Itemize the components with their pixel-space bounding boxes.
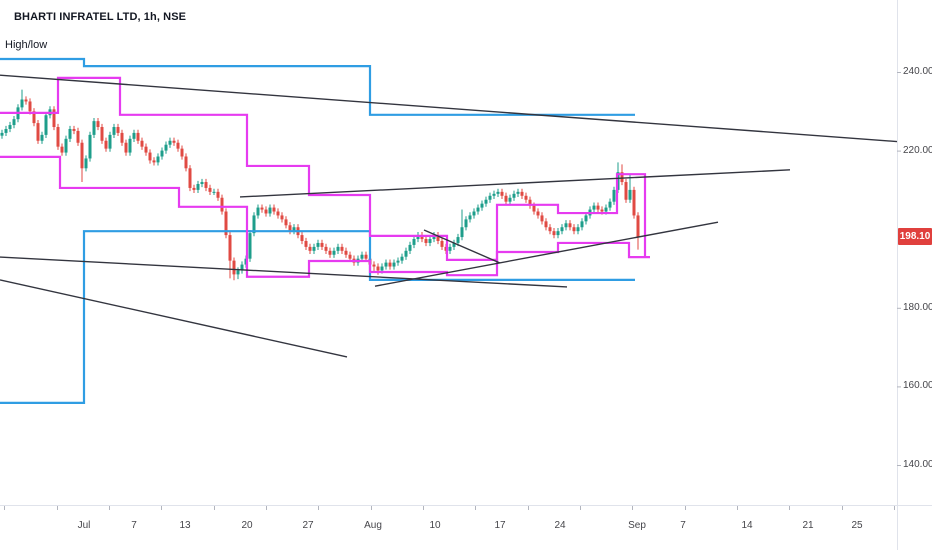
trendline-wedge-lower-ascending[interactable]: [374, 221, 719, 287]
price-tick-label: 240.00: [903, 66, 932, 77]
time-tick-label: 14: [741, 520, 753, 531]
time-tick-label: 20: [241, 520, 253, 531]
time-tick-label: 7: [131, 520, 137, 531]
last-price-badge: 198.10: [898, 228, 932, 246]
time-tick-label: 27: [302, 520, 314, 531]
time-tick-label: Jul: [77, 520, 91, 531]
time-tick-label: Aug: [364, 520, 382, 531]
time-tick-label: 17: [494, 520, 506, 531]
symbol-title[interactable]: BHARTI INFRATEL LTD, 1h, NSE: [14, 11, 187, 23]
time-axis-ticks: [4, 506, 895, 510]
trendline-short-descending[interactable]: [423, 229, 501, 264]
price-tick-label: 180.00: [903, 301, 932, 313]
time-tick-label: 7: [680, 520, 686, 531]
low-band-blue[interactable]: [0, 230, 635, 405]
price-tick-label: 140.00: [903, 459, 932, 470]
low-band-magenta[interactable]: [0, 155, 650, 278]
time-tick-label: 10: [429, 520, 441, 531]
price-axis[interactable]: 198.10 240.00 220.00 180.00 160.00 140.00: [897, 0, 932, 505]
trendline-wedge-upper[interactable]: [239, 169, 791, 198]
price-tick-label: 160.00: [903, 380, 932, 392]
high-band-magenta[interactable]: [0, 76, 647, 261]
plot-area: [0, 57, 897, 405]
price-axis-ticks: [897, 72, 901, 466]
trendline-steep-descending[interactable]: [0, 279, 348, 358]
indicator-label[interactable]: High/low: [5, 39, 48, 51]
time-tick-label: 24: [554, 520, 566, 531]
trendline-mid-descending[interactable]: [0, 256, 568, 288]
price-tick-label: 220.00: [903, 144, 932, 156]
time-tick-label: 21: [802, 520, 814, 531]
trendline-top-descending[interactable]: [0, 74, 897, 143]
time-tick-label: 25: [851, 520, 863, 531]
time-axis[interactable]: Jul 7 13 20 27 Aug 10 17 24 Sep 7 14 21 25: [0, 505, 932, 550]
time-tick-label: Sep: [628, 520, 646, 531]
high-band-blue[interactable]: [0, 57, 635, 116]
time-tick-label: 13: [179, 520, 191, 531]
